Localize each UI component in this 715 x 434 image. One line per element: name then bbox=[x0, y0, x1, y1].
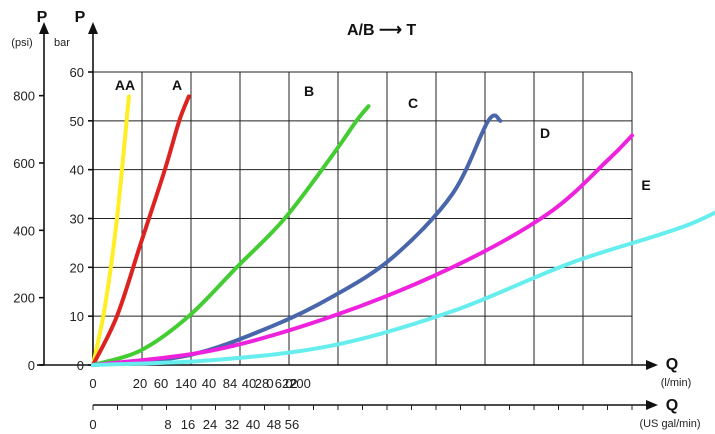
x-axis-lmin-arrow bbox=[646, 360, 658, 370]
series-label-b: B bbox=[304, 83, 314, 99]
series-label-d: D bbox=[540, 125, 550, 141]
x-lmin-tick-label: 60 bbox=[154, 376, 168, 391]
x-gpm-tick-label: 16 bbox=[181, 417, 195, 432]
x-gpm-tick-label: 0 bbox=[89, 417, 96, 432]
x-gpm-tick-label: 8 bbox=[164, 417, 171, 432]
x-axis-lmin-title: Q bbox=[666, 356, 678, 373]
y-psi-tick-label: 200 bbox=[13, 291, 35, 306]
x-lmin-tick-label: 200 bbox=[289, 376, 311, 391]
x-gpm-tick-label: 32 bbox=[225, 417, 239, 432]
x-lmin-tick-label: 0 bbox=[285, 376, 292, 391]
series-label-aa: AA bbox=[115, 77, 135, 93]
y-bar-tick-label: 60 bbox=[70, 65, 84, 80]
x-axis-gpm-title: Q bbox=[666, 397, 678, 414]
series-line-a bbox=[91, 94, 191, 367]
x-gpm-tick-label: 56 bbox=[285, 417, 299, 432]
chart-title: A/B ⟶ T bbox=[347, 22, 416, 39]
series-line-b bbox=[91, 104, 371, 367]
x-lmin-tick-label: 2 bbox=[290, 376, 297, 391]
x-lmin-tick-label: 40 bbox=[242, 376, 256, 391]
y-axis-psi-arrow bbox=[39, 22, 49, 34]
y-psi-tick-label: 400 bbox=[13, 223, 35, 238]
x-lmin-tick-label: 0 bbox=[266, 376, 273, 391]
x-gpm-tick-label: 48 bbox=[267, 417, 281, 432]
x-lmin-tick-label: 84 bbox=[223, 376, 237, 391]
x-axis-lmin-unit: (l/min) bbox=[661, 377, 692, 389]
x-gpm-tick-label: 40 bbox=[246, 417, 260, 432]
x-lmin-tick-label: 0 bbox=[89, 376, 96, 391]
y-bar-tick-label: 20 bbox=[70, 260, 84, 275]
series-line-d bbox=[91, 133, 634, 367]
y-axis-bar-arrow bbox=[88, 22, 98, 34]
series-label-e: E bbox=[641, 177, 650, 193]
series-label-a: A bbox=[172, 77, 182, 93]
y-axis-psi-title: P bbox=[37, 9, 48, 26]
x-lmin-tick-label: 62 bbox=[275, 376, 289, 391]
x-axis-gpm-unit: (US gal/min) bbox=[639, 418, 700, 430]
series-line-e bbox=[91, 210, 715, 367]
y-psi-tick-label: 600 bbox=[13, 156, 35, 171]
y-bar-tick-label: 50 bbox=[70, 114, 84, 129]
y-psi-tick-label: 800 bbox=[13, 89, 35, 104]
x-axis-gpm-arrow bbox=[646, 400, 658, 410]
x-lmin-tick-label: 20 bbox=[133, 376, 147, 391]
y-axis-psi-unit: (psi) bbox=[11, 37, 32, 49]
y-bar-tick-label: 30 bbox=[70, 212, 84, 227]
x-lmin-tick-label: 140 bbox=[175, 376, 197, 391]
y-bar-tick-label: 40 bbox=[70, 163, 84, 178]
y-bar-tick-label: 10 bbox=[70, 309, 84, 324]
x-gpm-tick-label: 24 bbox=[203, 417, 217, 432]
y-axis-bar-unit: bar bbox=[54, 37, 70, 49]
y-axis-bar-title: P bbox=[75, 9, 86, 26]
series-label-c: C bbox=[408, 95, 418, 111]
x-lmin-tick-label: 40 bbox=[202, 376, 216, 391]
series-line-aa bbox=[91, 94, 131, 367]
x-lmin-tick-label: 28 bbox=[255, 376, 269, 391]
y-bar-tick-label: 0 bbox=[77, 358, 84, 373]
y-psi-tick-label: 0 bbox=[28, 358, 35, 373]
